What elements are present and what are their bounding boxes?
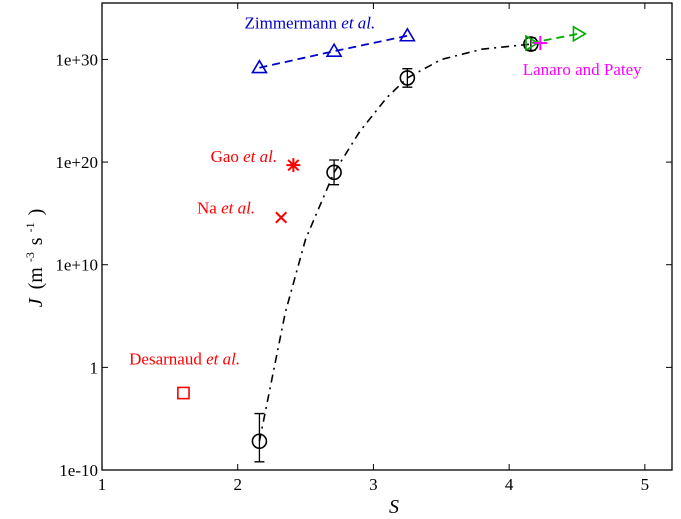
series-triangle-up [251, 27, 416, 74]
data-point-triangle [325, 42, 343, 57]
y-axis-title-unit-close: ) [25, 209, 47, 216]
annotation-label: Desarnaud et al. [129, 349, 240, 368]
data-point-circle [399, 70, 416, 86]
marks [177, 25, 587, 463]
x-tick-label: 3 [369, 475, 378, 494]
x-tick-label: 2 [233, 475, 242, 494]
data-point-triangle [251, 59, 268, 74]
error-bar [329, 159, 340, 186]
y-tick-label: 1e-10 [59, 461, 98, 480]
annotation-suffix: et al. [337, 14, 375, 33]
plot-area [101, 2, 673, 471]
data-point-circle [251, 433, 268, 450]
error-bar [402, 68, 413, 88]
y-axis-title-unit-mid: s [25, 237, 47, 245]
y-axis-title-exp2: -1 [23, 222, 37, 232]
annotation-suffix: et al. [217, 198, 255, 217]
y-tick-label: 1 [90, 358, 99, 377]
fit-curve [258, 43, 531, 442]
y-tick-label: 1e+10 [55, 256, 98, 275]
series-triangle-right [525, 25, 587, 52]
y-axis-title-symbol: J [25, 297, 47, 307]
annotation-suffix: et al. [239, 147, 277, 166]
annotation-name: Zimmermann [245, 14, 338, 33]
data-point-triangle-right [525, 34, 540, 52]
series-x [275, 211, 288, 224]
annotation-label: Gao et al. [211, 147, 278, 166]
annotation-name: Na [197, 198, 217, 217]
data-point-triangle-right [572, 25, 587, 43]
x-axis-title: S [389, 496, 399, 518]
annotation-label: Lanaro and Patey [523, 60, 642, 79]
x-tick-label: 5 [641, 475, 650, 494]
series-plus [533, 36, 548, 51]
data-point-circle [326, 164, 342, 181]
y-axis-title-exp1: -3 [23, 252, 37, 262]
annotations: Zimmermann et al.Gao et al.Na et al.Desa… [129, 14, 642, 369]
series-line [259, 34, 408, 69]
data-point-asterisk [286, 158, 301, 173]
y-tick-label: 1e+20 [55, 153, 98, 172]
x-tick-label: 1 [98, 475, 107, 494]
data-point-x [275, 211, 288, 224]
annotation-suffix: et al. [202, 349, 240, 368]
series-line [530, 32, 579, 44]
x-tick-label: 4 [505, 475, 514, 494]
svg-text:J (m -3 s: J (m -3 s -1 ) [17, 209, 47, 308]
series-square [177, 386, 190, 400]
data-point-circle [523, 36, 539, 52]
data-point-plus [533, 36, 548, 51]
y-axis-title-unit-open: (m [25, 267, 47, 290]
annotation-label: Na et al. [197, 198, 255, 217]
annotation-name: Gao [211, 147, 239, 166]
y-axis-title: J (m -3 s -1 ) [17, 209, 47, 308]
data-point-triangle [398, 27, 416, 42]
annotation-name: Lanaro and Patey [523, 60, 642, 79]
annotation-label: Zimmermann et al. [245, 14, 376, 33]
error-bar [254, 412, 265, 463]
annotation-name: Desarnaud [129, 349, 202, 368]
series-circle [251, 36, 539, 463]
y-tick-label: 1e+30 [55, 50, 98, 69]
plot-frame [101, 2, 673, 471]
series-asterisk [286, 158, 301, 173]
data-point-square [177, 386, 190, 400]
